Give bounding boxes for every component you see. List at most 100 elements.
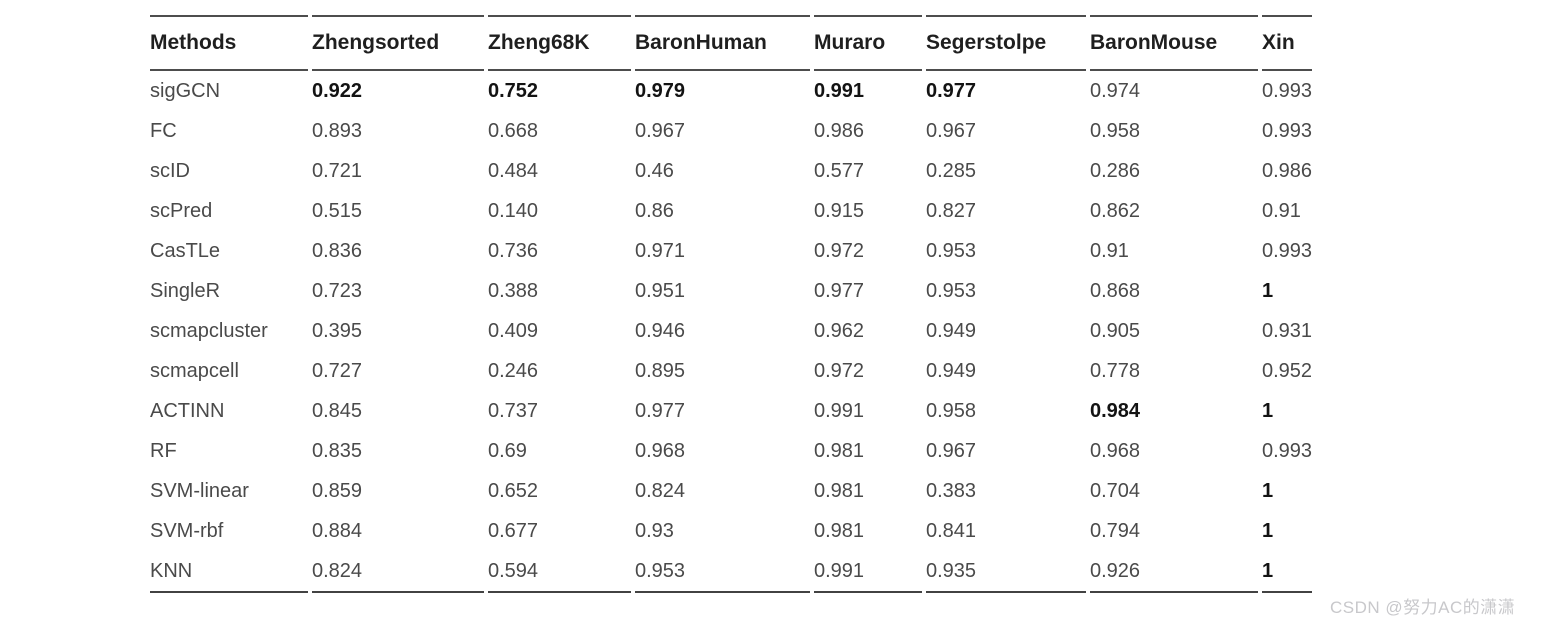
- value-cell: 1: [1262, 551, 1312, 593]
- value-cell: 0.841: [926, 519, 977, 542]
- value-cell: 0.484: [488, 159, 539, 182]
- value-cell: 0.972: [814, 359, 865, 382]
- value-cell: 0.91: [1090, 239, 1129, 262]
- value-cell: 0.704: [1090, 479, 1141, 502]
- value-cell: 0.515: [312, 199, 363, 222]
- value-cell: 0.668: [488, 119, 539, 142]
- value-cell: 0.836: [312, 239, 363, 262]
- column-header: BaronHuman: [635, 15, 810, 71]
- value-cell: 0.977: [926, 79, 977, 102]
- column-header: BaronMouse: [1090, 15, 1258, 71]
- value-cell: 0.91: [1262, 199, 1301, 222]
- value-cell: 0.794: [1090, 519, 1141, 542]
- value-cell: 0.395: [312, 319, 363, 342]
- value-cell: 0.835: [312, 439, 363, 462]
- column-header: Segerstolpe: [926, 15, 1086, 71]
- value-cell: 0.893: [312, 119, 363, 142]
- value-cell: 0.388: [488, 279, 539, 302]
- value-cell: 0.991: [814, 79, 865, 102]
- value-cell: 0.824: [635, 479, 686, 502]
- value-cell: 0.977: [635, 399, 686, 422]
- table-row: ACTINN 0.845 0.737 0.977 0.991 0.958 0.984 1: [150, 391, 1312, 431]
- value-cell: 0.972: [814, 239, 865, 262]
- method-cell: scID: [150, 159, 190, 182]
- value-cell: 0.594: [488, 551, 631, 593]
- value-cell: 0.677: [488, 519, 539, 542]
- table-body: sigGCN 0.922 0.752 0.979 0.991 0.977 0.974 0.99…: [150, 71, 1312, 593]
- value-cell: 0.752: [488, 79, 539, 102]
- value-cell: 0.986: [1262, 159, 1312, 182]
- value-cell: 0.652: [488, 479, 539, 502]
- table-row: scPred 0.515 0.140 0.86 0.915 0.827 0.862 0.91: [150, 191, 1312, 231]
- column-header: Xin: [1262, 15, 1312, 71]
- value-cell: 1: [1262, 519, 1274, 542]
- value-cell: 0.946: [635, 319, 686, 342]
- table-row: sigGCN 0.922 0.752 0.979 0.991 0.977 0.974 0.99…: [150, 71, 1312, 111]
- value-cell: 0.981: [814, 439, 865, 462]
- results-table: Methods Zhengsorted Zheng68K BaronHuman Mura…: [146, 15, 1316, 593]
- value-cell: 0.926: [1090, 551, 1258, 593]
- value-cell: 0.977: [814, 279, 865, 302]
- value-cell: 0.736: [488, 239, 539, 262]
- value-cell: 0.895: [635, 359, 686, 382]
- value-cell: 0.845: [312, 399, 363, 422]
- value-cell: 0.884: [312, 519, 363, 542]
- table-row: FC 0.893 0.668 0.967 0.986 0.967 0.958 0.993: [150, 111, 1312, 151]
- table-row: scID 0.721 0.484 0.46 0.577 0.285 0.286 0.986: [150, 151, 1312, 191]
- value-cell: 0.905: [1090, 319, 1141, 342]
- table-row: SVM-rbf 0.884 0.677 0.93 0.981 0.841 0.794 1: [150, 511, 1312, 551]
- value-cell: 0.868: [1090, 279, 1141, 302]
- value-cell: 0.286: [1090, 159, 1141, 182]
- value-cell: 0.951: [635, 279, 686, 302]
- table-header: Methods Zhengsorted Zheng68K BaronHuman Mura…: [150, 15, 1312, 71]
- value-cell: 0.69: [488, 439, 527, 462]
- method-cell: RF: [150, 439, 177, 462]
- method-cell: sigGCN: [150, 79, 221, 102]
- value-cell: 0.953: [926, 239, 977, 262]
- value-cell: 0.140: [488, 199, 539, 222]
- method-cell: scPred: [150, 199, 213, 222]
- value-cell: 0.967: [635, 119, 686, 142]
- value-cell: 0.246: [488, 359, 539, 382]
- value-cell: 0.958: [926, 399, 977, 422]
- value-cell: 0.723: [312, 279, 363, 302]
- value-cell: 0.949: [926, 319, 977, 342]
- value-cell: 0.922: [312, 79, 363, 102]
- value-cell: 0.931: [1262, 319, 1312, 342]
- value-cell: 0.968: [635, 439, 686, 462]
- value-cell: 0.409: [488, 319, 539, 342]
- header-row: Methods Zhengsorted Zheng68K BaronHuman Mura…: [150, 15, 1312, 71]
- column-header: Zheng68K: [488, 15, 631, 71]
- value-cell: 0.577: [814, 159, 865, 182]
- method-cell: CasTLe: [150, 239, 221, 262]
- value-cell: 0.974: [1090, 79, 1141, 102]
- value-cell: 0.859: [312, 479, 363, 502]
- method-cell: scmapcluster: [150, 319, 268, 342]
- value-cell: 0.721: [312, 159, 363, 182]
- watermark: CSDN @努力AC的潇潇: [1330, 598, 1516, 617]
- value-cell: 0.93: [635, 519, 674, 542]
- method-cell: scmapcell: [150, 359, 239, 382]
- value-cell: 0.981: [814, 479, 865, 502]
- value-cell: 0.986: [814, 119, 865, 142]
- value-cell: 0.824: [312, 551, 484, 593]
- value-cell: 0.737: [488, 399, 539, 422]
- value-cell: 0.778: [1090, 359, 1141, 382]
- value-cell: 1: [1262, 399, 1274, 422]
- method-cell: KNN: [150, 551, 308, 593]
- value-cell: 0.935: [926, 551, 1086, 593]
- value-cell: 0.86: [635, 199, 674, 222]
- value-cell: 0.993: [1262, 79, 1312, 102]
- value-cell: 0.953: [926, 279, 977, 302]
- table-row: SingleR 0.723 0.388 0.951 0.977 0.953 0.868 1: [150, 271, 1312, 311]
- table-row: SVM-linear 0.859 0.652 0.824 0.981 0.383 0.704…: [150, 471, 1312, 511]
- value-cell: 0.915: [814, 199, 865, 222]
- value-cell: 0.993: [1262, 119, 1312, 142]
- method-cell: SingleR: [150, 279, 221, 302]
- value-cell: 0.993: [1262, 239, 1312, 262]
- value-cell: 0.827: [926, 199, 977, 222]
- column-header: Muraro: [814, 15, 922, 71]
- value-cell: 0.981: [814, 519, 865, 542]
- value-cell: 0.971: [635, 239, 686, 262]
